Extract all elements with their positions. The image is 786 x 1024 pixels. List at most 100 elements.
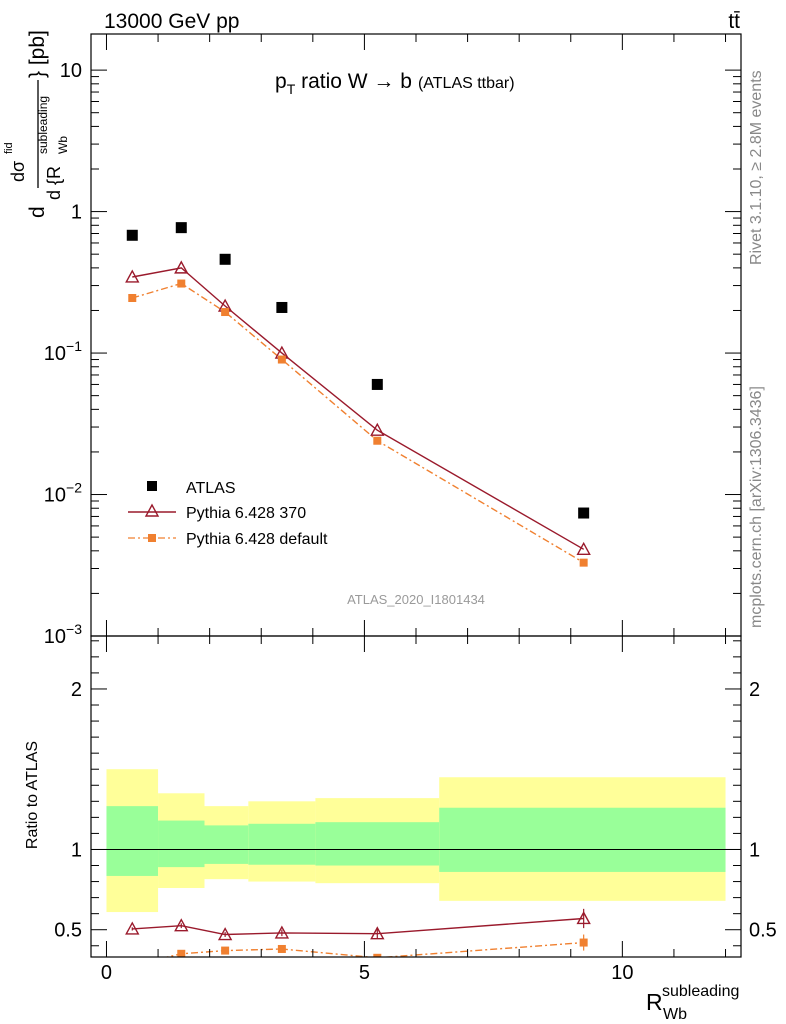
main-y-tick-label: 10	[60, 60, 82, 82]
ratio-y-tick-label-right: 2	[749, 679, 760, 701]
ratio-y-tick-label-left: 0.5	[54, 920, 82, 942]
main-title-sub: T	[287, 81, 296, 97]
band-green-1	[158, 820, 205, 868]
x-tick-labels: 0 5 10	[101, 962, 634, 984]
data-point-pythiadefault	[221, 308, 230, 317]
ratio-point-pythiadefault	[579, 938, 588, 947]
data-point-pythia370	[174, 260, 189, 274]
main-ticks	[91, 34, 741, 637]
ratio-point-pythia370	[174, 918, 189, 932]
tick-base: 10	[60, 60, 82, 82]
legend-label-pythiadefault: Pythia 6.428 default	[186, 531, 328, 548]
main-y-tick-label: 1	[71, 202, 82, 224]
data-point-pythiadefault	[277, 355, 286, 364]
main-y-tick-label: 10−2	[44, 480, 82, 507]
ratio-uncertainty-bands	[106, 769, 726, 913]
band-green-0	[106, 806, 159, 876]
main-y-label: d dσ fid d {R subleading Wb } [pb]	[3, 30, 70, 218]
ratio-line-0	[132, 917, 584, 936]
ratio-ticks	[91, 636, 741, 957]
ratio-point-pythiadefault	[128, 961, 136, 969]
data-point-pythiadefault	[373, 436, 382, 445]
ratio-y-label: Ratio to ATLAS	[24, 741, 41, 849]
band-green-4	[315, 822, 440, 866]
ratio-y-tick-labels: 0.5 0.5 1 1 2 2	[54, 679, 777, 942]
legend-marker-pythiadefault	[148, 534, 156, 542]
ylabel-unit: } [pb]	[26, 30, 49, 78]
x-tick-label: 5	[359, 962, 370, 984]
ratio-y-tick-label-left: 1	[71, 839, 82, 861]
data-point-atlas	[578, 507, 590, 519]
tick-exponent: −1	[66, 338, 82, 354]
beam-label: 13000 GeV pp	[104, 10, 239, 33]
data-point-atlas	[175, 222, 187, 234]
ratio-point-pythia370	[217, 927, 233, 941]
ratio-y-tick-label-left: 2	[71, 679, 82, 701]
data-point-atlas	[219, 253, 231, 265]
x-axis-label: R subleading Wb	[646, 983, 739, 1023]
data-point-atlas	[371, 378, 383, 390]
data-point-pythia370	[576, 541, 591, 556]
x-tick-label: 10	[611, 962, 633, 984]
ratio-line-1	[164, 941, 584, 957]
ylabel-sub: Wb	[56, 136, 70, 154]
ratio-point-pythiadefault	[221, 946, 230, 955]
ratio-point-pythia370	[370, 926, 385, 940]
legend-marker-atlas	[147, 481, 157, 491]
rivet-label: Rivet 3.1.10, ≥ 2.8M events	[748, 70, 765, 265]
ylabel-sup: subleading	[36, 96, 50, 154]
main-y-tick-label: 10−3	[44, 621, 82, 648]
process-label: tt̄	[728, 10, 740, 33]
main-series-marks	[125, 222, 591, 567]
band-green-2	[204, 825, 249, 864]
data-point-pythia370	[125, 269, 140, 283]
ylabel-d: d	[26, 206, 49, 218]
ylabel-fid: fid	[3, 142, 15, 154]
xlabel-main: R	[646, 989, 663, 1015]
ylabel-numerator: dσ	[8, 161, 28, 182]
tick-base: 10	[44, 343, 66, 365]
main-title-small: (ATLAS ttbar)	[418, 75, 515, 92]
main-title: pT ratio W → b (ATLAS ttbar)	[275, 70, 515, 97]
ylabel-denominator: d {R	[44, 166, 64, 200]
tick-exponent: −2	[66, 480, 82, 496]
tick-base: 10	[44, 485, 66, 507]
main-series-lines	[132, 267, 585, 564]
band-green-3	[248, 823, 316, 865]
main-title-rest: ratio W → b	[295, 70, 412, 93]
xlabel-sup: subleading	[662, 983, 739, 1000]
data-point-atlas	[276, 301, 288, 313]
tick-base: 10	[44, 626, 66, 648]
ratio-point-pythiadefault	[177, 949, 186, 957]
tick-base: 1	[71, 202, 82, 224]
main-title-p: p	[275, 70, 287, 93]
ratio-frame	[90, 635, 742, 958]
series-line-1	[132, 267, 585, 550]
ratio-series	[125, 908, 591, 969]
data-point-pythia370	[370, 422, 385, 436]
band-green-5	[439, 807, 726, 872]
analysis-watermark: ATLAS_2020_I1801434	[347, 592, 485, 607]
tick-exponent: −3	[66, 621, 82, 637]
main-y-tick-label: 10−1	[44, 338, 82, 365]
xlabel-sub: Wb	[663, 1006, 687, 1023]
x-tick-label: 0	[101, 962, 112, 984]
ratio-y-tick-label-right: 1	[749, 839, 760, 861]
data-point-pythiadefault	[579, 558, 588, 567]
mcplots-label: mcplots.cern.ch [arXiv:1306.3436]	[748, 386, 765, 628]
legend-label-pythia370: Pythia 6.428 370	[186, 505, 306, 522]
data-point-atlas	[126, 229, 138, 241]
ratio-point-pythia370	[274, 925, 290, 939]
ratio-panel: 0.5 0.5 1 1 2 2 0 5 10 Ratio to ATLAS R sublead…	[24, 635, 777, 1023]
data-point-pythiadefault	[128, 294, 137, 303]
ratio-point-pythiadefault	[277, 944, 286, 953]
legend-label-atlas: ATLAS	[186, 480, 236, 497]
legend: ATLAS Pythia 6.428 370 Pythia 6.428 defa…	[128, 480, 328, 548]
series-line-2	[132, 282, 585, 564]
ratio-y-tick-label-right: 0.5	[749, 920, 777, 942]
ratio-point-pythia370	[576, 911, 591, 925]
ratio-point-pythia370	[125, 921, 140, 935]
ratio-point-pythiadefault	[373, 953, 382, 957]
